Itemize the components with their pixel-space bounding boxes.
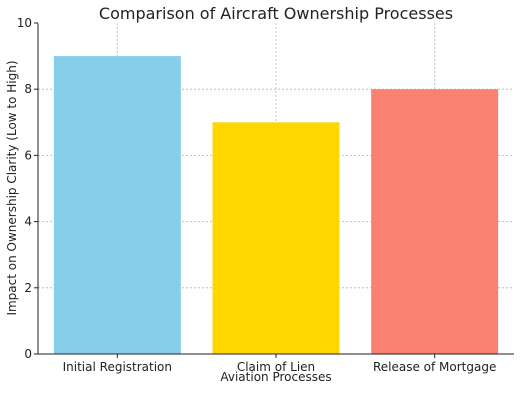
- y-ticks: 0 2 4 6 8 10: [17, 16, 38, 361]
- bar-release-of-mortgage: [371, 89, 499, 354]
- y-tick-label: 4: [24, 215, 32, 229]
- x-tick-label: Release of Mortgage: [373, 360, 496, 374]
- y-tick-label: 0: [24, 347, 32, 361]
- y-tick-label: 2: [24, 281, 32, 295]
- y-tick-label: 10: [17, 16, 32, 30]
- y-tick-label: 6: [24, 148, 32, 162]
- y-tick-label: 8: [24, 82, 32, 96]
- bar-initial-registration: [53, 56, 181, 354]
- bars: [53, 56, 499, 354]
- x-tick-label: Claim of Lien: [237, 360, 315, 374]
- x-tick-label: Initial Registration: [63, 360, 172, 374]
- y-axis-label: Impact on Ownership Clarity (Low to High…: [5, 60, 19, 315]
- x-axis-label: Aviation Processes: [220, 370, 331, 384]
- x-ticks: Initial Registration Claim of Lien Release…: [63, 354, 496, 374]
- chart-title: Comparison of Aircraft Ownership Process…: [99, 4, 453, 23]
- bar-claim-of-lien: [212, 122, 340, 354]
